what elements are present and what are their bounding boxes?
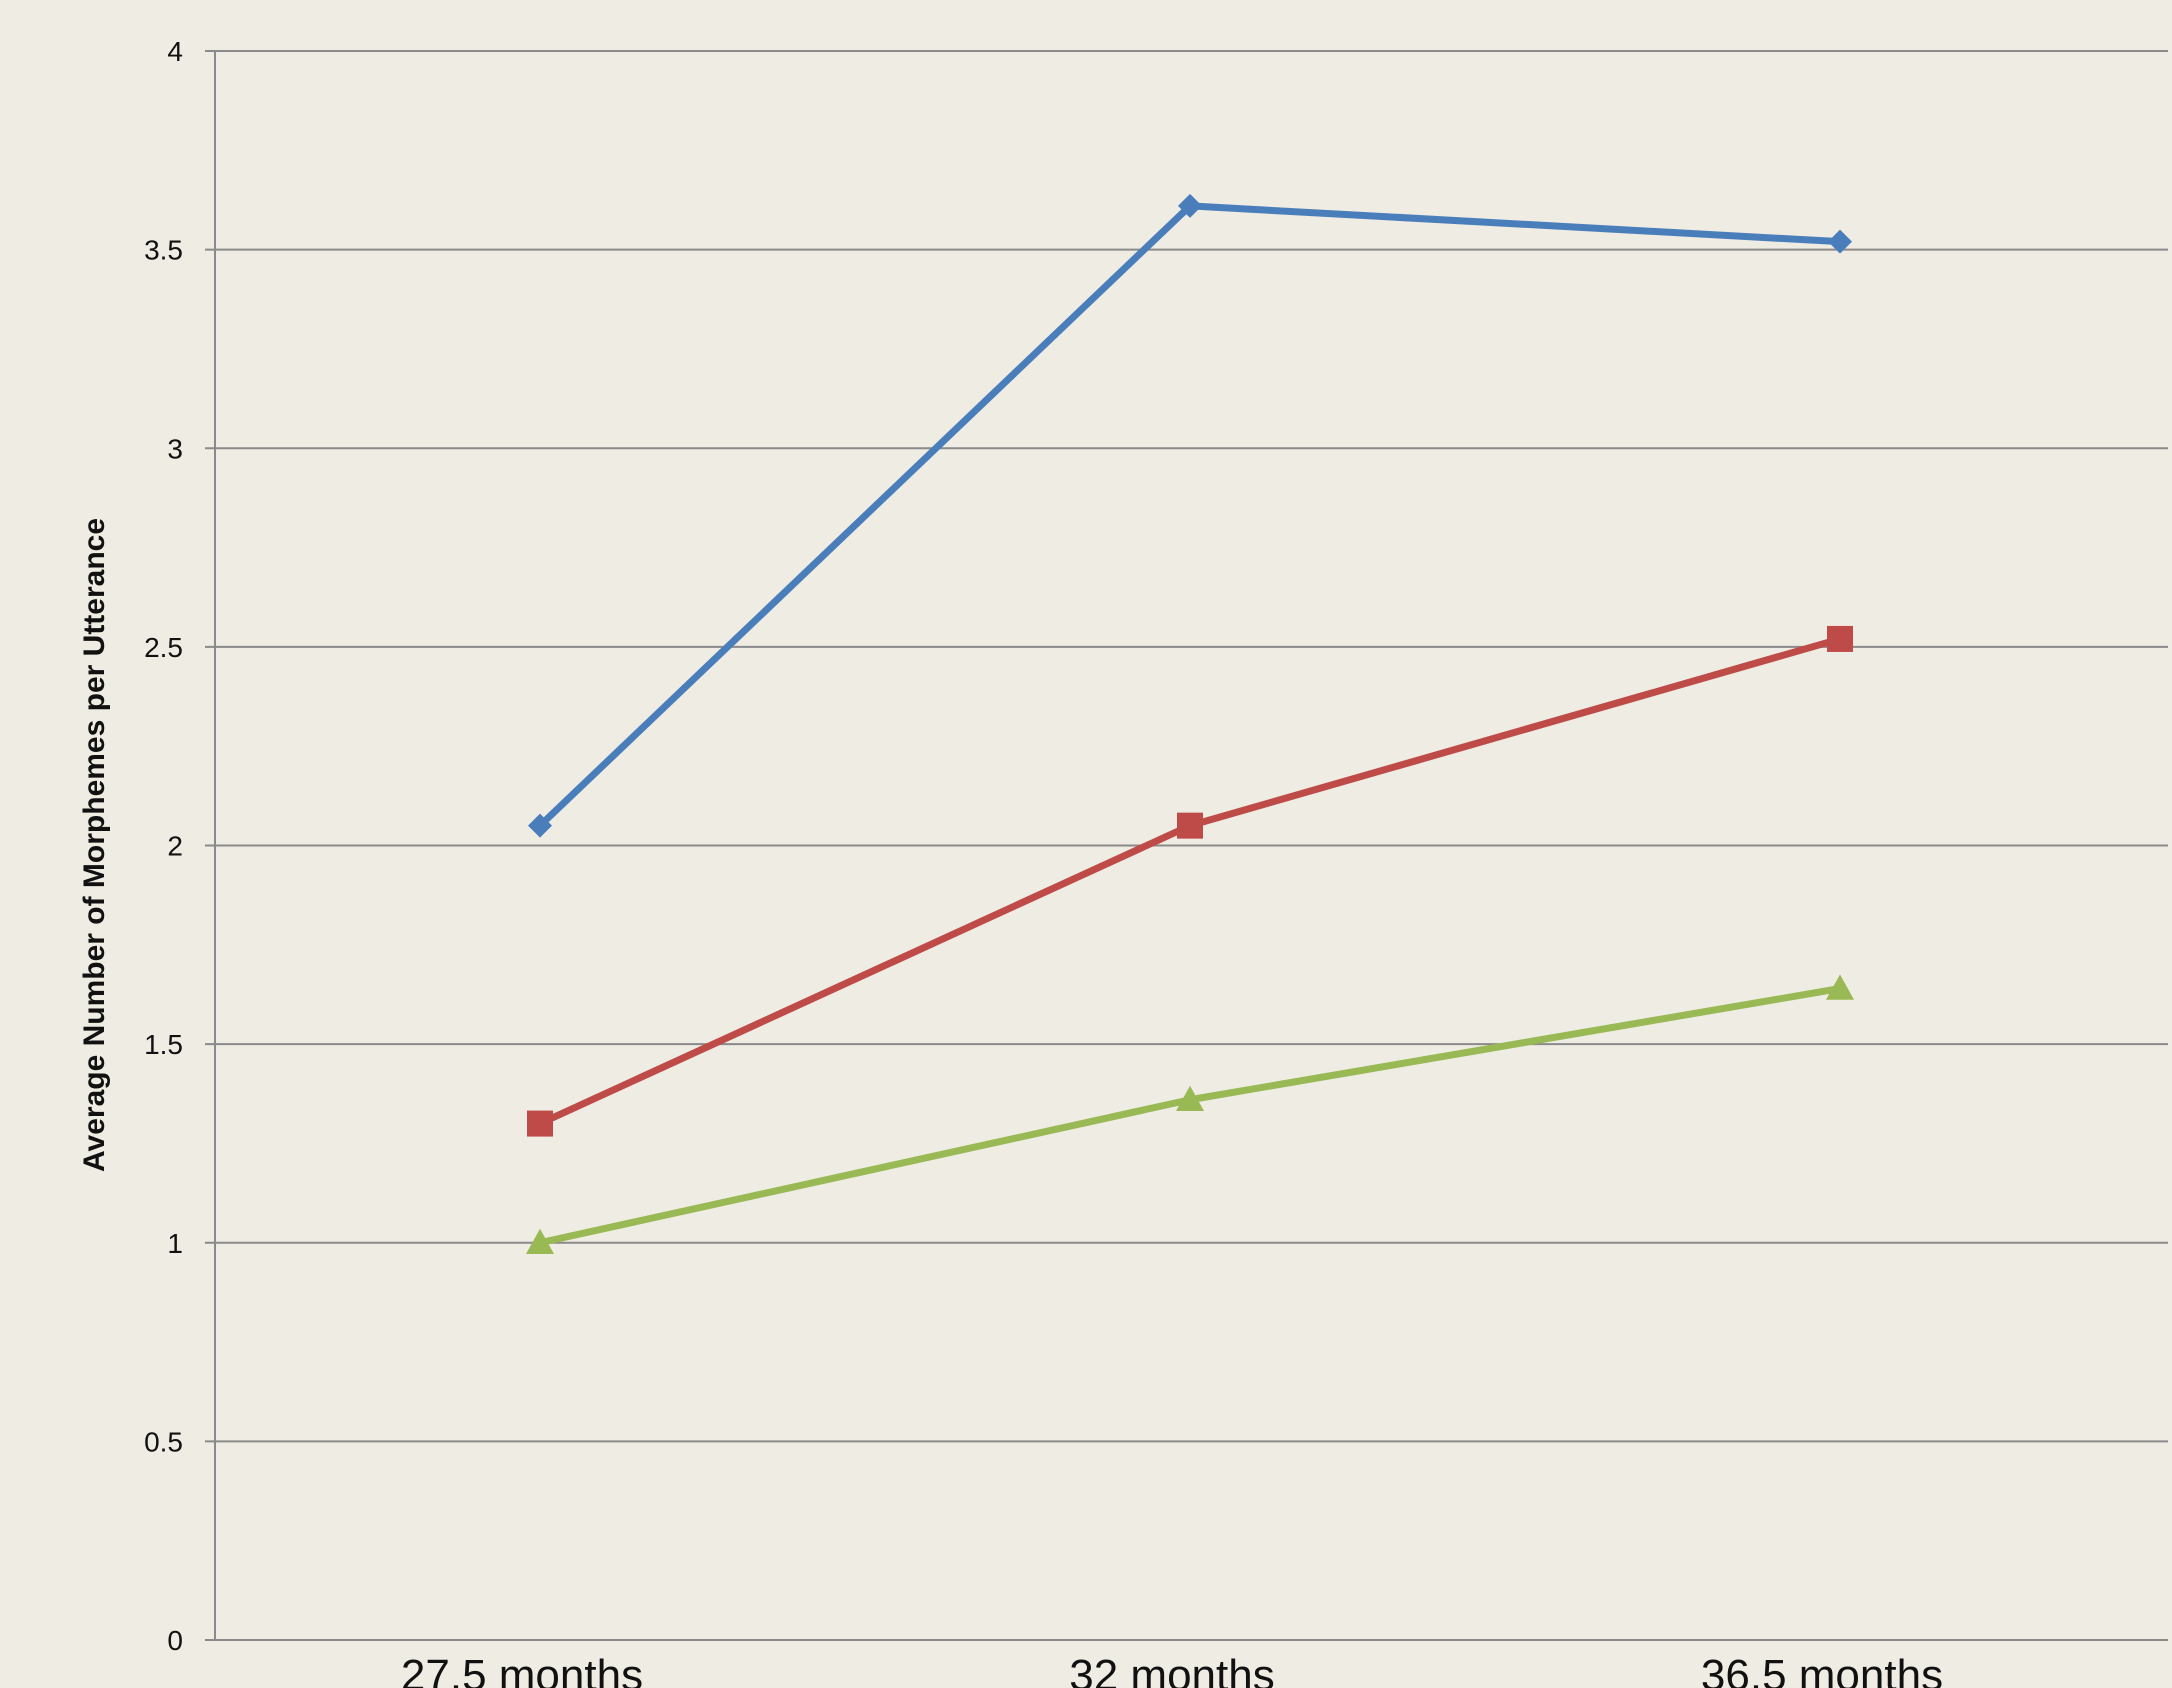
data-point-s3-1 [526,1228,554,1254]
y-tick-label: 3 [167,433,183,464]
x-tick-label: 32 months [1069,1651,1274,1688]
data-point-s1-3 [1828,229,1852,254]
series [526,193,1854,1254]
y-tick-label: 3.5 [144,235,183,266]
series-line-1 [537,202,1841,829]
series-line-2 [538,635,1841,1127]
x-tick-label: 27.5 months [401,1651,643,1688]
axes [205,50,2168,1641]
data-point-s2-1 [527,1110,553,1137]
data-point-s1-2 [1178,193,1202,218]
y-tick-label: 2 [167,831,183,862]
data-point-s3-3 [1826,974,1854,1000]
y-tick-labels: 0 0.5 1 1.5 2 2.5 3 3.5 4 [144,36,183,1656]
x-tick-label: 36.5 months [1701,1651,1943,1688]
gridlines [215,50,2168,1443]
data-point-s3-2 [1176,1085,1204,1111]
series-line-3 [539,985,1841,1247]
data-point-s2-3 [1827,625,1853,652]
y-axis-label: Average Number of Morphemes per Utteranc… [78,518,111,1172]
y-tick-label: 2.5 [144,632,183,663]
data-point-s2-2 [1177,812,1203,839]
y-tick-label: 1 [167,1228,183,1259]
data-point-s1-1 [528,813,552,838]
x-tick-labels: 27.5 months 32 months 36.5 months [401,1651,1943,1688]
y-tick-label: 0 [167,1625,183,1656]
y-tick-label: 4 [167,36,183,67]
y-tick-label: 0.5 [144,1426,183,1457]
y-tick-label: 1.5 [144,1029,183,1060]
